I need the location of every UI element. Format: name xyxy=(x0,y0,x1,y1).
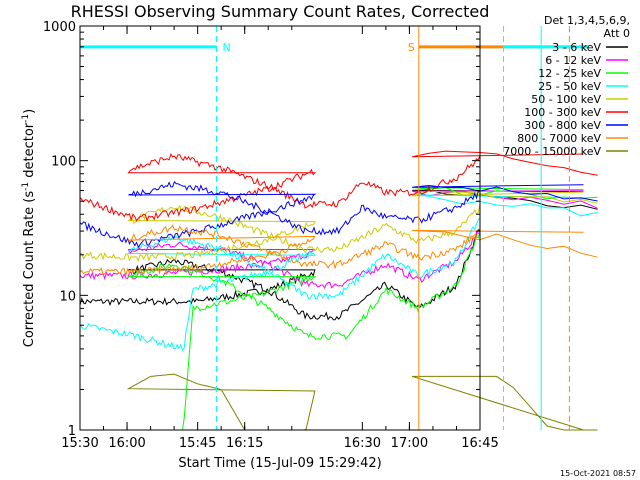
x-tick-label: 16:45 xyxy=(461,436,498,451)
legend-item-label: 12 - 25 keV xyxy=(538,67,601,80)
series-line-segment2 xyxy=(412,194,598,217)
legend-item-label: 300 - 800 keV xyxy=(524,119,601,132)
x-tick-label: 16:15 xyxy=(226,436,263,451)
legend-item-label: 800 - 7000 keV xyxy=(517,132,601,145)
series-layer xyxy=(79,150,598,431)
series-line xyxy=(80,373,480,431)
y-tick-label: 10 xyxy=(59,289,76,304)
axes-layer: 15:30 15:45 16:00 16:15 16:30 16:45 17:00 1 10 10… xyxy=(43,20,499,451)
series-line xyxy=(79,229,481,321)
series-line-segment2 xyxy=(412,190,598,204)
series-line-segment2 xyxy=(412,375,598,431)
series-line-segment2 xyxy=(412,184,598,202)
series-line xyxy=(79,231,481,289)
y-tick-label: 100 xyxy=(51,155,76,170)
series-line xyxy=(79,180,481,249)
legend-item-label: 100 - 300 keV xyxy=(524,106,601,119)
y-label-sup1: -1 xyxy=(21,182,31,191)
y-tick-label: 1 xyxy=(68,424,76,439)
annotation-label: S xyxy=(408,41,415,54)
legend-item-label: 6 - 12 keV xyxy=(545,54,601,67)
legend-item-label: 50 - 100 keV xyxy=(531,93,601,106)
chart-title: RHESSI Observing Summary Count Rates, Co… xyxy=(71,2,490,21)
series-line-segment2 xyxy=(412,150,598,176)
x-tick-label: 15:45 xyxy=(179,436,216,451)
plot-frame xyxy=(79,25,481,431)
y-tick-label: 1000 xyxy=(43,20,76,35)
x-tick-label: 17:00 xyxy=(391,436,428,451)
legend-item-label: 3 - 6 keV xyxy=(552,41,601,54)
x-tick-label: 16:00 xyxy=(108,436,145,451)
annotation-label: N xyxy=(222,41,230,54)
legend-header-2: Att 0 xyxy=(604,27,630,40)
legend-item-label: 25 - 50 keV xyxy=(538,80,601,93)
y-label-main: Corrected Count Rate (s xyxy=(22,191,37,348)
y-label-end: ) xyxy=(22,109,37,114)
series-line-segment2 xyxy=(412,229,598,258)
x-tick-label: 15:30 xyxy=(61,436,98,451)
series-line xyxy=(79,153,481,222)
y-label-mid: detector xyxy=(22,122,37,182)
timestamp: 15-Oct-2021 08:57 xyxy=(560,469,636,478)
x-axis-label: Start Time (15-Jul-09 15:29:42) xyxy=(178,456,381,471)
y-label-sup2: -1 xyxy=(21,114,31,123)
legend-item-label: 7000 - 15000 keV xyxy=(503,145,601,158)
series-line xyxy=(79,224,481,278)
y-axis-label: Corrected Count Rate (s-1 detector-1) xyxy=(21,109,37,347)
legend-header-1: Det 1,3,4,5,6,9, xyxy=(544,14,630,27)
x-tick-label: 16:30 xyxy=(344,436,381,451)
